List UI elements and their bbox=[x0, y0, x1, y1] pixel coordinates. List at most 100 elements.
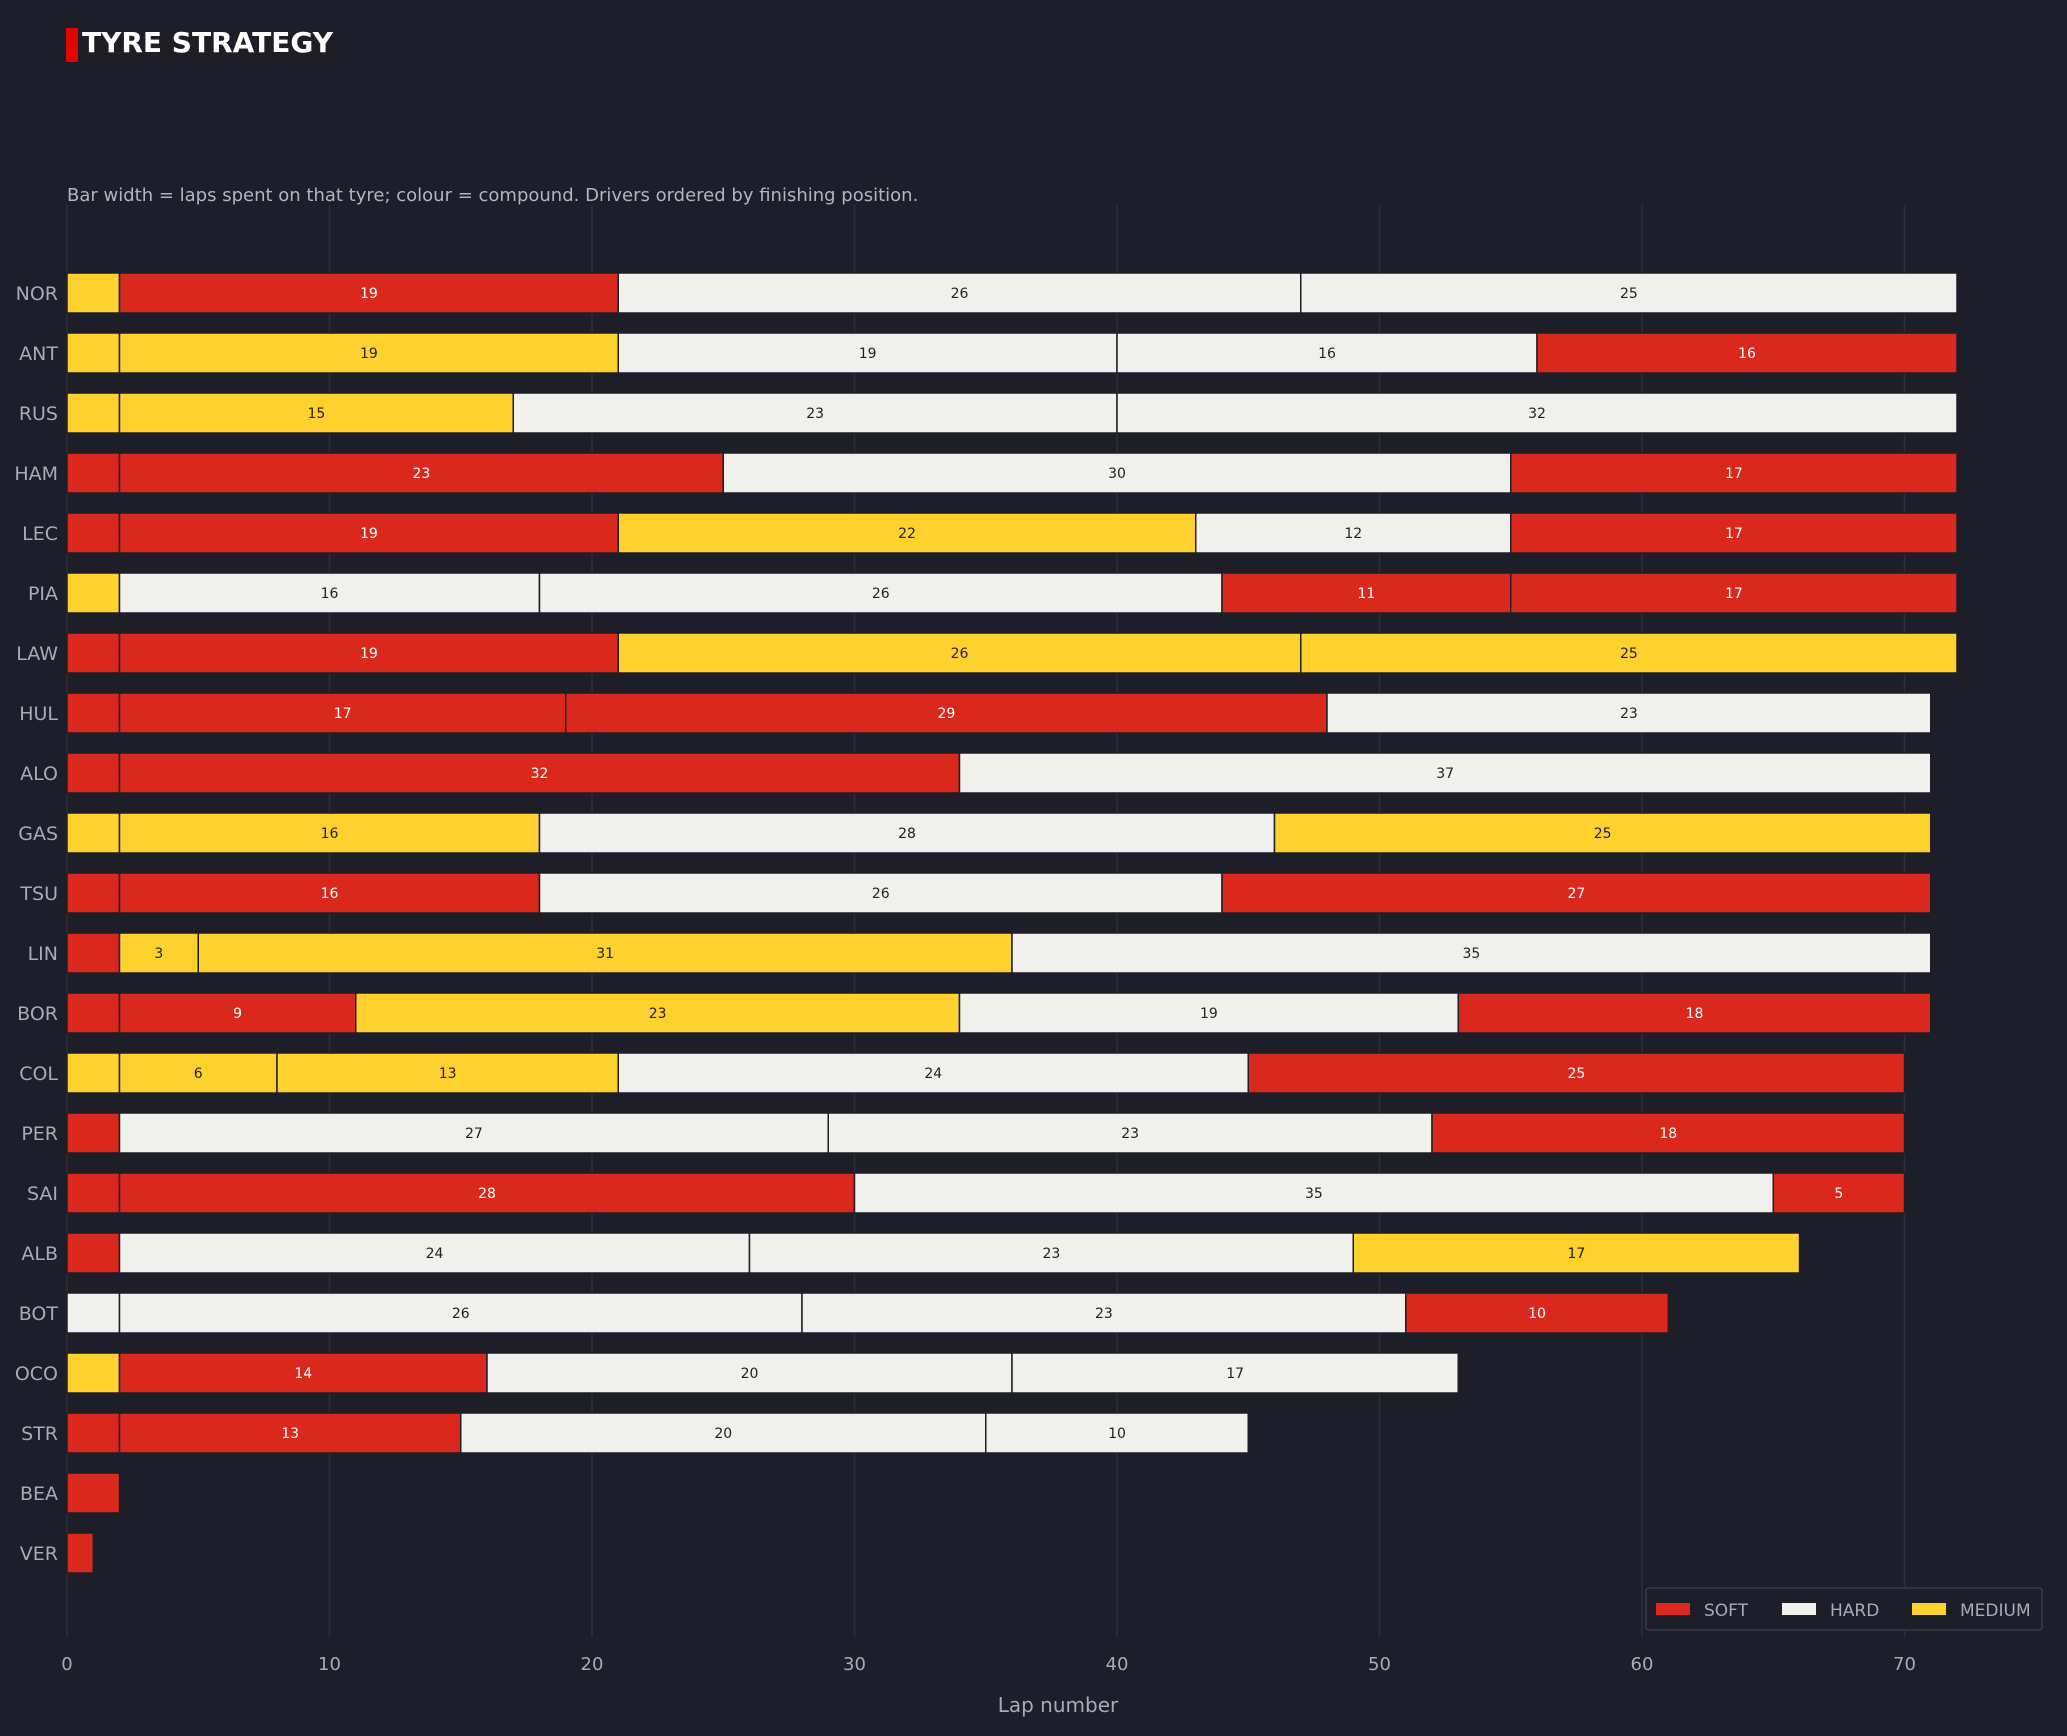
stint-bar bbox=[617, 632, 1302, 674]
driver-label: BEA bbox=[20, 1483, 58, 1505]
stint-bar bbox=[66, 1292, 121, 1334]
stint-laps-label: 14 bbox=[294, 1366, 312, 1382]
stint-bar bbox=[66, 512, 121, 554]
stint-bar bbox=[118, 1412, 462, 1454]
stint-bar bbox=[118, 1352, 488, 1394]
stint-bar bbox=[617, 512, 1197, 554]
stint-bar bbox=[1116, 332, 1538, 374]
stint-bar bbox=[801, 1292, 1407, 1334]
chart-header: TYRE STRATEGY bbox=[66, 22, 333, 62]
stint-bar bbox=[66, 812, 121, 854]
stint-laps-label: 28 bbox=[898, 826, 916, 842]
driver-label: SAI bbox=[27, 1183, 58, 1205]
legend-box bbox=[1645, 1587, 2043, 1631]
x-axis-label: Lap number bbox=[998, 1693, 1119, 1717]
stint-bar bbox=[748, 1232, 1354, 1274]
stint-laps-label: 10 bbox=[1528, 1306, 1546, 1322]
driver-label: OCO bbox=[15, 1363, 58, 1385]
stint-bar bbox=[118, 752, 961, 794]
stint-laps-label: 23 bbox=[1121, 1126, 1139, 1142]
stint-laps-label: 20 bbox=[741, 1366, 759, 1382]
stint-bar bbox=[1405, 1292, 1669, 1334]
stint-bar bbox=[1510, 452, 1958, 494]
stint-laps-label: 37 bbox=[1436, 766, 1454, 782]
stint-bar bbox=[1221, 872, 1932, 914]
stint-bar bbox=[66, 1112, 121, 1154]
stint-bar bbox=[1011, 1352, 1459, 1394]
driver-label: ALO bbox=[20, 763, 58, 785]
stint-laps-label: 5 bbox=[1834, 1186, 1843, 1202]
stint-bar bbox=[1300, 272, 1958, 314]
stint-laps-label: 23 bbox=[1095, 1306, 1113, 1322]
driver-label: STR bbox=[21, 1423, 58, 1445]
stint-laps-label: 3 bbox=[154, 946, 163, 962]
driver-label: BOR bbox=[17, 1003, 58, 1025]
stint-bar bbox=[118, 452, 724, 494]
legend-label: HARD bbox=[1830, 1601, 1879, 1621]
stint-bar bbox=[1273, 812, 1932, 854]
stint-bar bbox=[66, 1172, 121, 1214]
stint-bar bbox=[565, 692, 1328, 734]
stint-laps-label: 26 bbox=[951, 646, 969, 662]
driver-label: PIA bbox=[28, 583, 58, 605]
stint-bar bbox=[1772, 1172, 1906, 1214]
driver-label: RUS bbox=[19, 403, 58, 425]
stint-laps-label: 32 bbox=[1528, 406, 1546, 422]
driver-label: LIN bbox=[28, 943, 58, 965]
driver-label: LEC bbox=[22, 523, 58, 545]
chart-subtitle: Bar width = laps spent on that tyre; col… bbox=[67, 185, 919, 206]
stint-laps-label: 28 bbox=[478, 1186, 496, 1202]
stint-laps-label: 17 bbox=[1226, 1366, 1244, 1382]
stint-bar bbox=[66, 872, 121, 914]
stint-bar bbox=[1326, 692, 1932, 734]
stint-laps-label: 12 bbox=[1344, 526, 1362, 542]
stint-bar bbox=[66, 572, 121, 614]
stint-laps-label: 11 bbox=[1357, 586, 1375, 602]
driver-label: VER bbox=[20, 1543, 58, 1565]
stint-laps-label: 32 bbox=[531, 766, 549, 782]
stint-bar bbox=[118, 992, 357, 1034]
stint-laps-label: 19 bbox=[360, 346, 378, 362]
stint-bar bbox=[1457, 992, 1932, 1034]
driver-label: TSU bbox=[19, 883, 58, 905]
stint-bar bbox=[118, 572, 541, 614]
stint-bar bbox=[66, 932, 121, 974]
stint-bar bbox=[617, 1052, 1249, 1094]
stint-bar bbox=[118, 692, 567, 734]
stint-bar bbox=[827, 1112, 1433, 1154]
stint-bar bbox=[1300, 632, 1958, 674]
stint-laps-label: 25 bbox=[1567, 1066, 1585, 1082]
stint-laps-label: 30 bbox=[1108, 466, 1126, 482]
stint-laps-label: 23 bbox=[806, 406, 824, 422]
stint-laps-label: 18 bbox=[1686, 1006, 1704, 1022]
stint-laps-label: 19 bbox=[859, 346, 877, 362]
stint-bar bbox=[460, 1412, 987, 1454]
stint-laps-label: 25 bbox=[1620, 286, 1638, 302]
x-tick-label: 10 bbox=[318, 1654, 341, 1675]
stint-laps-label: 26 bbox=[951, 286, 969, 302]
driver-label: HUL bbox=[19, 703, 58, 725]
stint-laps-label: 25 bbox=[1620, 646, 1638, 662]
stint-bar bbox=[118, 1232, 751, 1274]
x-tick-label: 50 bbox=[1368, 1654, 1391, 1675]
chart-title: TYRE STRATEGY bbox=[82, 25, 334, 59]
stint-laps-label: 25 bbox=[1594, 826, 1612, 842]
stint-bar bbox=[958, 752, 1932, 794]
stint-bar bbox=[958, 992, 1459, 1034]
stint-laps-label: 19 bbox=[360, 526, 378, 542]
x-tick-label: 20 bbox=[581, 1654, 604, 1675]
stint-bar bbox=[1195, 512, 1512, 554]
driver-label: ALB bbox=[21, 1243, 58, 1265]
stint-bar bbox=[853, 1172, 1774, 1214]
stint-laps-label: 6 bbox=[194, 1066, 203, 1082]
stint-laps-label: 18 bbox=[1659, 1126, 1677, 1142]
stint-laps-label: 31 bbox=[596, 946, 614, 962]
stint-laps-label: 26 bbox=[872, 586, 890, 602]
stint-laps-label: 16 bbox=[321, 886, 339, 902]
stint-bar bbox=[118, 392, 514, 434]
stint-bar bbox=[1352, 1232, 1801, 1274]
stint-laps-label: 19 bbox=[360, 286, 378, 302]
stint-laps-label: 23 bbox=[1620, 706, 1638, 722]
stint-bar bbox=[66, 1352, 121, 1394]
